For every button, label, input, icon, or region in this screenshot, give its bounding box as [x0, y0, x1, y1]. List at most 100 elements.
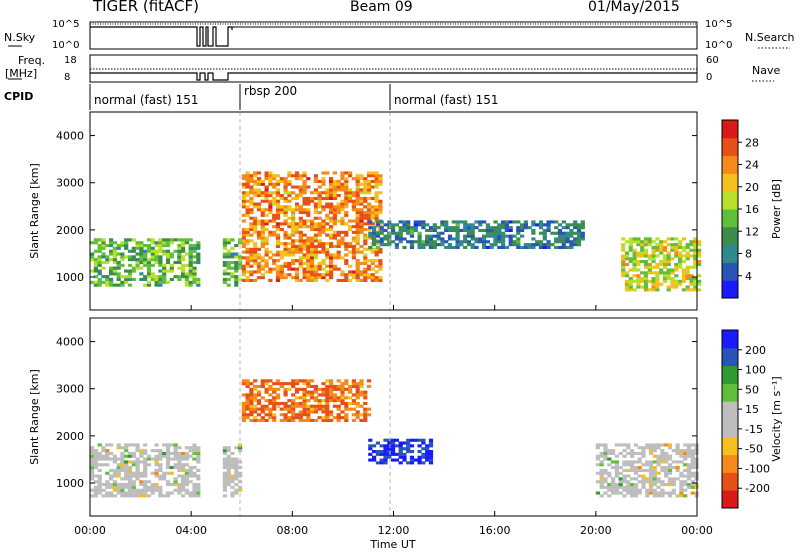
- range-gate-cell: [366, 379, 372, 383]
- range-gate-cell: [679, 488, 684, 492]
- range-gate-cell: [256, 236, 262, 240]
- range-gate-cell: [651, 240, 656, 244]
- range-gate-cell: [325, 228, 330, 232]
- range-gate-cell: [332, 236, 337, 240]
- range-gate-cell: [501, 240, 506, 244]
- range-gate-cell: [298, 410, 303, 414]
- range-gate-cell: [325, 384, 330, 388]
- range-gate-cell: [557, 231, 563, 235]
- range-gate-cell: [306, 410, 311, 414]
- range-gate-cell: [383, 243, 388, 247]
- range-gate-cell: [603, 485, 608, 489]
- range-gate-cell: [162, 471, 167, 475]
- cpid-row: CPID normal (fast) 151 rbsp 200 normal (…: [4, 84, 498, 110]
- range-gate-cell: [607, 471, 612, 475]
- range-gate-cell: [154, 454, 159, 458]
- range-gate-cell: [493, 234, 498, 238]
- range-gate-cell: [466, 240, 471, 244]
- range-gate-cell: [275, 404, 281, 408]
- range-gate-cell: [181, 275, 186, 279]
- range-gate-cell: [344, 404, 349, 408]
- range-gate-cell: [394, 234, 399, 238]
- range-gate-cell: [139, 244, 144, 248]
- colorbar-tick-label: 8: [745, 248, 752, 261]
- range-gate-cell: [580, 223, 585, 227]
- range-gate-cell: [355, 194, 360, 198]
- range-gate-cell: [576, 228, 582, 232]
- range-gate-cell: [135, 246, 140, 250]
- range-gate-cell: [372, 455, 377, 459]
- range-gate-cell: [245, 211, 250, 215]
- range-gate-cell: [321, 244, 326, 248]
- range-gate-cell: [641, 477, 646, 481]
- range-gate-cell: [383, 450, 388, 454]
- range-gate-cell: [234, 255, 239, 259]
- range-gate-cell: [143, 283, 148, 287]
- range-gate-cell: [599, 474, 604, 478]
- range-gate-cell: [387, 450, 392, 454]
- range-gate-cell: [294, 276, 300, 280]
- range-gate-cell: [234, 277, 239, 281]
- range-gate-cell: [321, 205, 326, 209]
- range-gate-cell: [690, 460, 695, 464]
- range-gate-cell: [436, 237, 441, 241]
- range-gate-cell: [685, 277, 690, 281]
- range-gate-cell: [105, 494, 110, 498]
- range-gate-cell: [313, 222, 318, 226]
- range-gate-cell: [97, 474, 102, 478]
- range-gate-cell: [226, 261, 231, 265]
- range-gate-cell: [372, 231, 377, 235]
- range-gate-cell: [595, 457, 600, 461]
- range-gate-cell: [451, 220, 456, 224]
- range-gate-cell: [291, 233, 296, 237]
- range-gate-cell: [622, 460, 627, 464]
- beam-label: Beam 09: [350, 0, 413, 15]
- range-gate-cell: [177, 485, 182, 489]
- range-gate-cell: [321, 390, 326, 394]
- range-gate-cell: [272, 219, 277, 223]
- range-gate-cell: [516, 220, 521, 224]
- range-gate-cell: [196, 244, 201, 248]
- range-gate-cell: [146, 258, 152, 262]
- range-gate-cell: [298, 250, 303, 254]
- range-gate-cell: [287, 194, 292, 198]
- range-gate-cell: [614, 485, 619, 489]
- range-gate-cell: [573, 220, 578, 224]
- range-gate-cell: [238, 263, 243, 267]
- range-gate-cell: [344, 396, 349, 400]
- y-tick-label: 3000: [56, 383, 84, 396]
- range-gate-cell: [264, 261, 269, 265]
- range-gate-cell: [101, 244, 106, 248]
- range-gate-cell: [272, 390, 277, 394]
- range-gate-cell: [375, 240, 380, 244]
- range-gate-cell: [253, 179, 258, 183]
- range-gate-cell: [624, 257, 630, 261]
- range-gate-cell: [633, 485, 638, 489]
- range-gate-cell: [679, 483, 684, 487]
- x-tick-label: 12:00: [378, 524, 410, 537]
- range-gate-cell: [154, 283, 159, 287]
- range-gate-cell: [621, 257, 626, 261]
- range-gate-cell: [425, 450, 430, 454]
- range-gate-cell: [659, 251, 664, 255]
- range-gate-cell: [165, 255, 171, 259]
- range-gate-cell: [359, 225, 364, 229]
- range-gate-cell: [260, 182, 265, 186]
- range-gate-cell: [241, 196, 246, 200]
- range-gate-cell: [686, 446, 692, 450]
- range-gate-cell: [670, 279, 675, 283]
- range-gate-cell: [344, 199, 349, 203]
- range-gate-cell: [253, 418, 258, 422]
- range-gate-cell: [686, 443, 692, 447]
- range-gate-cell: [366, 276, 372, 280]
- range-gate-cell: [272, 399, 277, 403]
- range-gate-cell: [370, 267, 375, 271]
- range-gate-cell: [196, 454, 201, 458]
- range-gate-cell: [621, 248, 626, 252]
- range-gate-cell: [690, 449, 695, 453]
- range-gate-cell: [317, 211, 322, 215]
- range-gate-cell: [451, 226, 456, 230]
- range-gate-cell: [664, 466, 669, 470]
- range-gate-cell: [538, 231, 544, 235]
- range-gate-cell: [234, 491, 239, 495]
